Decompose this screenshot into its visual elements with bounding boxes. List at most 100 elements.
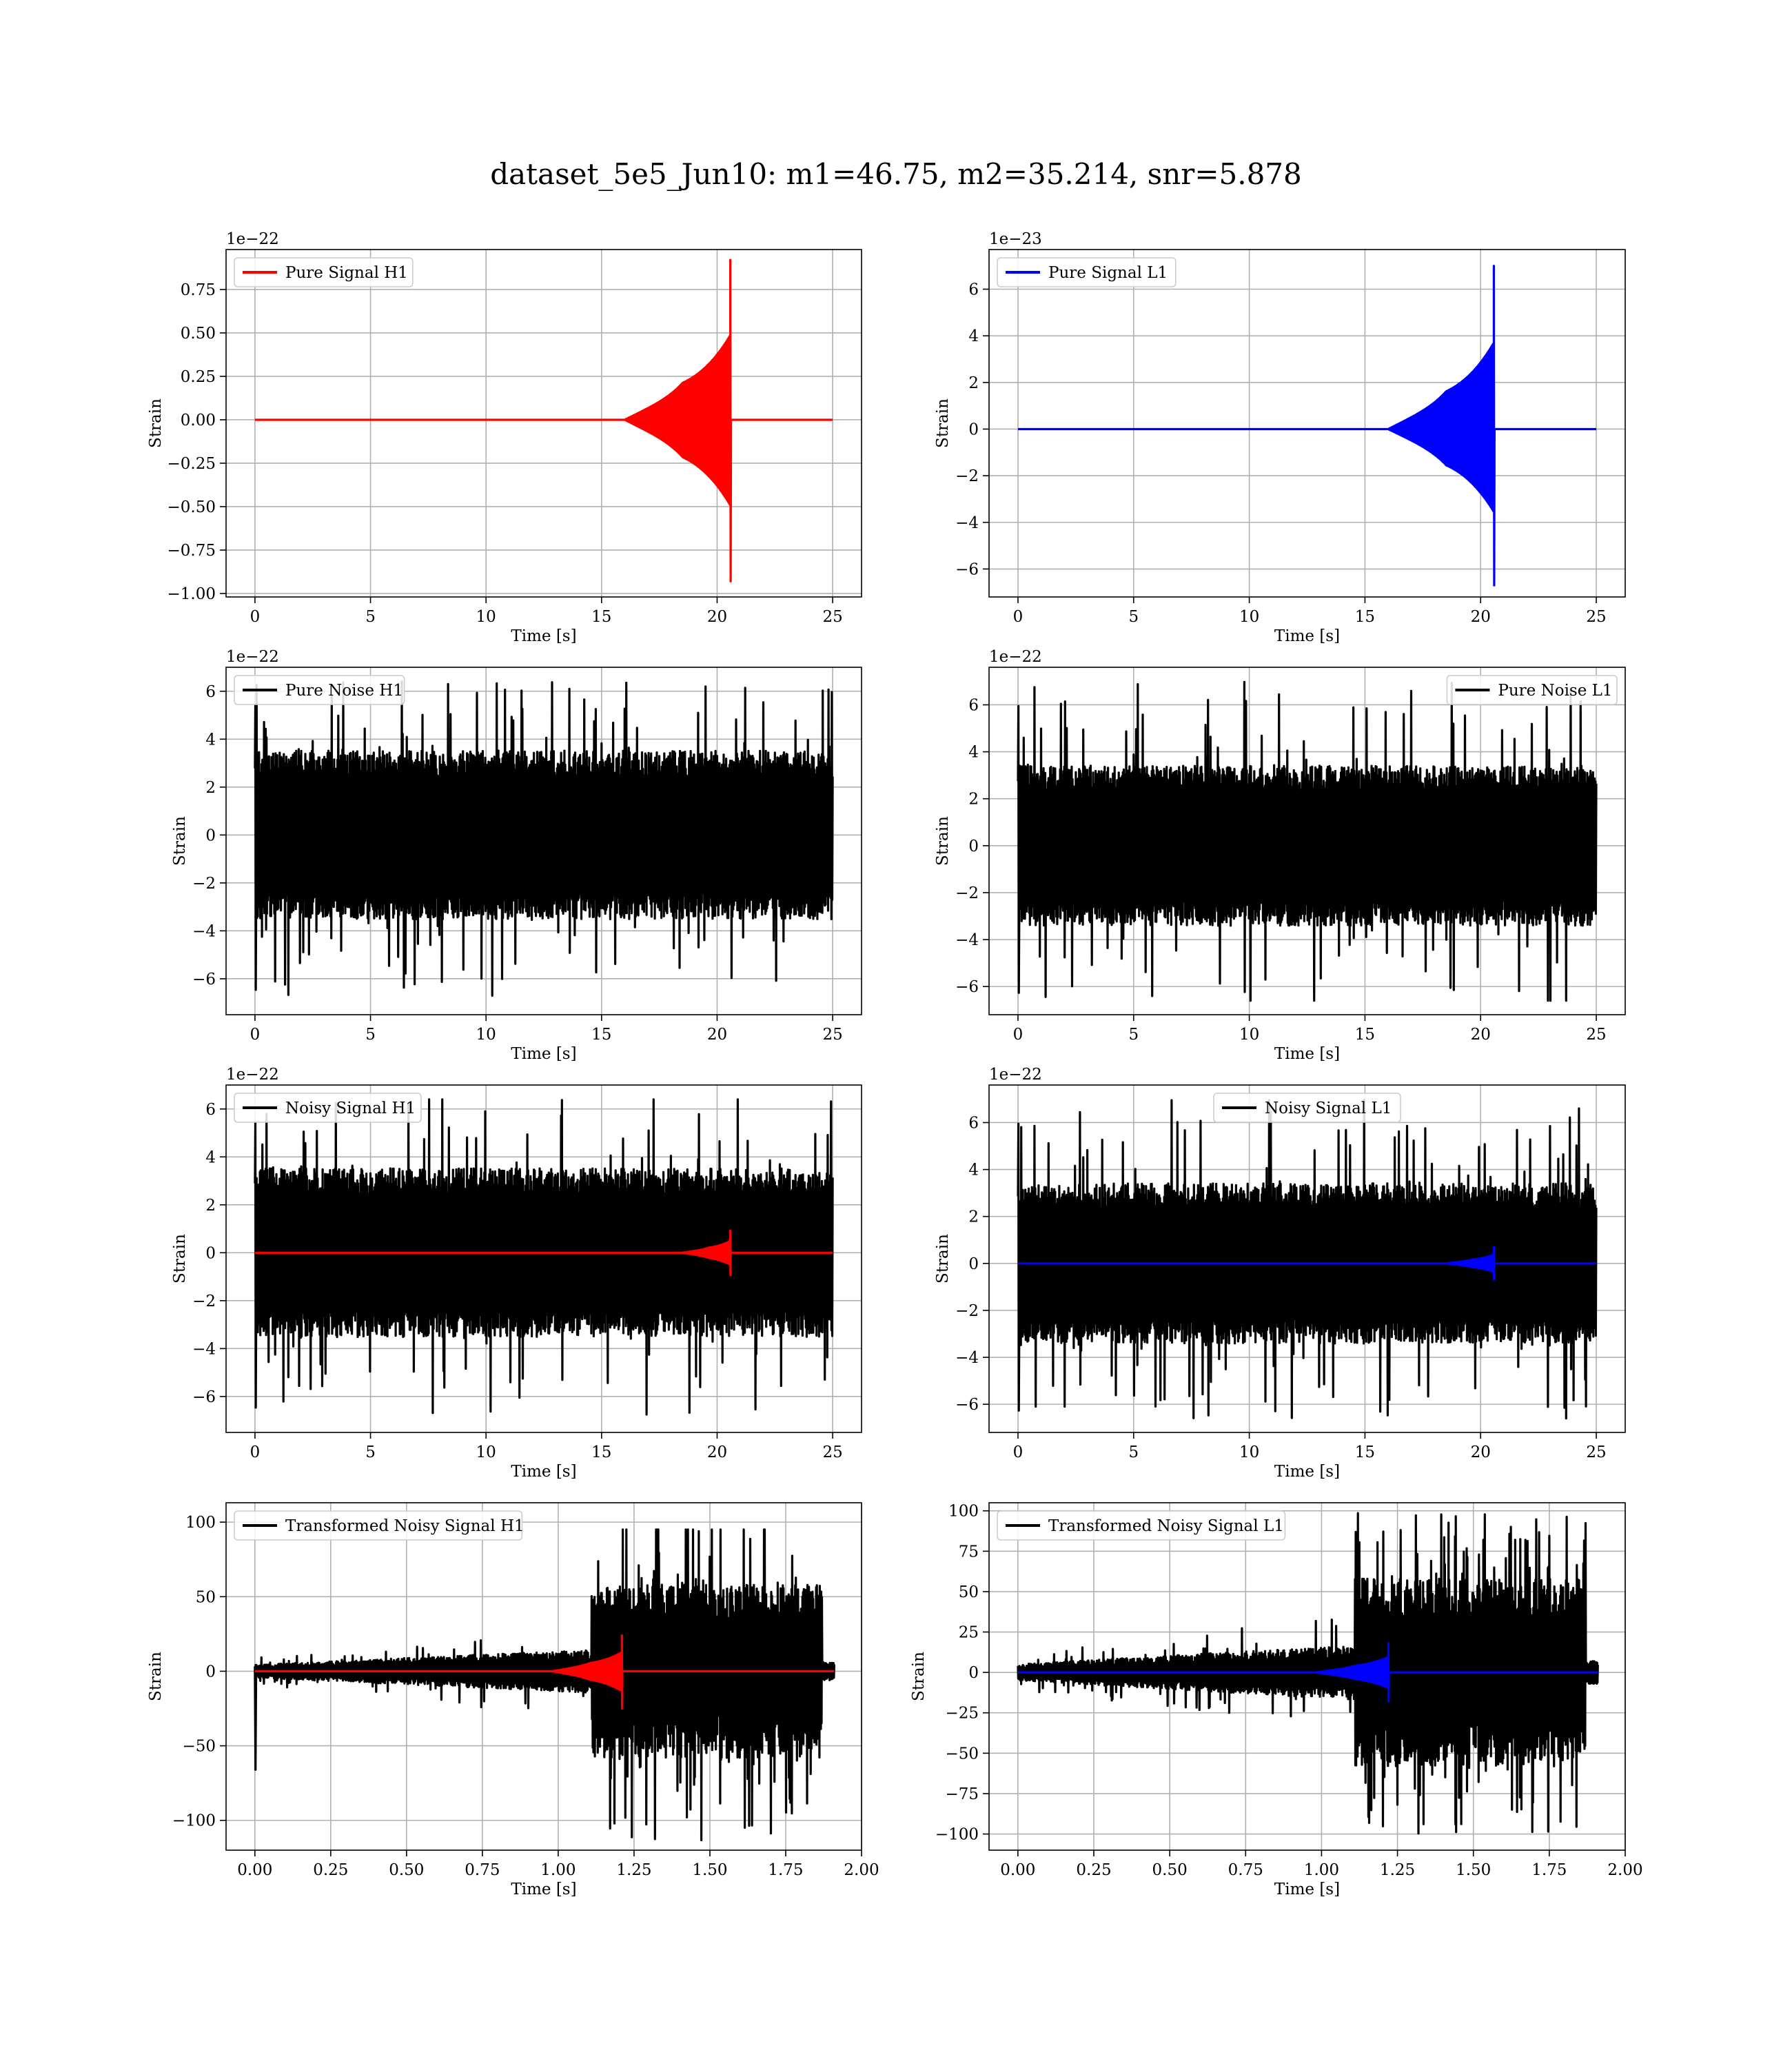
series-line-signal-overlay (254, 1634, 835, 1710)
x-tick-label: 5 (365, 608, 376, 626)
y-tick-label: 0.25 (181, 368, 216, 386)
axes-frame (988, 1502, 1626, 1851)
y-tick-label: 100 (185, 1514, 216, 1532)
y-tick-label: 2 (968, 1208, 979, 1226)
y-offset-text: 1e−22 (226, 648, 279, 666)
chart-panel-noisy-signal-l1: 0 5 10 15 20 25 −6 −4 −2 0 2 4 6 Time [s] Strain 1e−22 N… (934, 1066, 1626, 1481)
x-tick-label: 0.75 (1228, 1861, 1263, 1879)
x-tick-label: 5 (365, 1026, 376, 1044)
y-offset-text: 1e−22 (226, 230, 279, 248)
legend-label: Pure Noise L1 (1498, 682, 1612, 700)
x-tick-label: 15 (591, 608, 611, 626)
legend-box (1213, 1093, 1401, 1123)
y-tick-label: −2 (955, 1302, 979, 1320)
series-line-transformed-noisy-signal-l1 (1017, 1512, 1599, 1835)
chart-panel-pure-signal-l1: 0 5 10 15 20 25 −6 −4 −2 0 2 4 6 Time [s] Strain 1e−23 P… (934, 230, 1626, 645)
x-tick-label: 10 (476, 1443, 496, 1461)
axes-frame (988, 249, 1626, 598)
x-tick-label: 15 (1355, 608, 1375, 626)
series-line-signal-overlay (254, 1229, 833, 1277)
x-tick-label: 0.25 (1076, 1861, 1111, 1879)
x-tick-label: 0.50 (389, 1861, 424, 1879)
series-line-pure-noise-l1 (1017, 680, 1598, 1002)
x-tick-label: 25 (822, 1026, 842, 1044)
legend-label: Transformed Noisy Signal H1 (285, 1517, 525, 1535)
y-tick-label: 0 (968, 838, 979, 855)
y-axis-label: Strain (934, 1234, 952, 1284)
legend-label: Noisy Signal H1 (285, 1099, 416, 1117)
legend: Pure Signal L1 (997, 257, 1177, 287)
chart-panel-pure-noise-l1: 0 5 10 15 20 25 −6 −4 −2 0 2 4 6 Time [s] Strain 1e−22 P… (934, 648, 1626, 1063)
x-tick-label: 0.75 (465, 1861, 500, 1879)
y-offset-text: 1e−22 (226, 1066, 279, 1084)
y-tick-label: −0.50 (167, 498, 216, 516)
axes-frame (225, 1084, 862, 1433)
legend: Pure Noise H1 (234, 675, 405, 705)
y-axis-label: Strain (171, 816, 189, 866)
x-tick-label: 25 (822, 608, 842, 626)
y-tick-label: 6 (205, 1101, 216, 1119)
series-line-noisy-signal-h1 (254, 1098, 834, 1416)
legend-label: Pure Signal L1 (1048, 264, 1168, 282)
series-line-pure-noise-h1 (254, 680, 834, 997)
y-axis-label: Strain (147, 1652, 165, 1701)
y-axis-label: Strain (147, 398, 165, 448)
x-tick-label: 5 (1128, 608, 1139, 626)
legend-box (234, 1510, 523, 1541)
y-tick-label: 6 (968, 696, 979, 714)
y-tick-label: 0 (968, 420, 979, 438)
x-tick-label: 5 (1128, 1443, 1139, 1461)
y-tick-label: 2 (205, 1197, 216, 1215)
y-tick-label: −0.75 (167, 542, 216, 560)
legend-box (997, 1510, 1286, 1541)
x-tick-label: 2.00 (844, 1861, 879, 1879)
series-line-pure-signal-l1 (1018, 265, 1596, 587)
chart-panel-noisy-signal-h1: 0 5 10 15 20 25 −6 −4 −2 0 2 4 6 Time [s] Strain 1e−22 N… (171, 1066, 862, 1481)
series-line-pure-signal-h1 (254, 258, 833, 582)
x-tick-label: 0.00 (237, 1861, 272, 1879)
y-axis-label: Strain (934, 816, 952, 866)
y-tick-label: −4 (955, 1349, 979, 1367)
y-tick-label: −100 (172, 1812, 216, 1830)
y-tick-label: 100 (948, 1503, 979, 1521)
y-tick-label: −50 (182, 1738, 216, 1756)
y-tick-label: −6 (955, 560, 979, 578)
y-axis-label: Strain (171, 1234, 189, 1284)
y-tick-label: −4 (192, 1340, 216, 1358)
y-tick-label: 0 (968, 1664, 979, 1682)
chart-panel-pure-signal-h1: 0 5 10 15 20 25 −1.00 −0.75 −0.50 −0.25 0.00 0.25 0.… (147, 230, 862, 645)
legend-label: Pure Noise H1 (285, 682, 403, 700)
x-axis-label: Time [s] (1274, 1463, 1340, 1481)
y-tick-label: 6 (205, 683, 216, 701)
x-tick-label: 1.25 (1380, 1861, 1415, 1879)
legend: Transformed Noisy Signal L1 (997, 1510, 1286, 1541)
y-offset-text: 1e−23 (989, 230, 1042, 248)
legend: Noisy Signal L1 (1213, 1093, 1401, 1123)
y-axis-label: Strain (934, 398, 952, 448)
y-tick-label: 4 (968, 1162, 979, 1179)
x-tick-label: 25 (1586, 608, 1606, 626)
y-tick-label: 2 (205, 779, 216, 797)
y-tick-label: 4 (205, 731, 216, 749)
legend-label: Pure Signal H1 (285, 264, 408, 282)
x-tick-label: 10 (1239, 1026, 1259, 1044)
axes-frame (225, 667, 862, 1015)
axes-frame (225, 249, 862, 598)
y-tick-label: 2 (968, 374, 979, 392)
x-tick-label: 5 (365, 1443, 376, 1461)
x-tick-label: 25 (1586, 1443, 1606, 1461)
x-tick-label: 20 (707, 1443, 727, 1461)
x-tick-label: 1.50 (1456, 1861, 1491, 1879)
axes-frame (225, 1502, 862, 1851)
x-tick-label: 0 (250, 1443, 261, 1461)
x-tick-label: 10 (476, 1026, 496, 1044)
y-tick-label: −2 (192, 1292, 216, 1310)
legend: Transformed Noisy Signal H1 (234, 1510, 525, 1541)
legend-label: Noisy Signal L1 (1265, 1099, 1392, 1117)
x-tick-label: 0 (250, 608, 261, 626)
x-tick-label: 0 (250, 1026, 261, 1044)
x-tick-label: 25 (1586, 1026, 1606, 1044)
y-tick-label: −6 (192, 1388, 216, 1406)
y-tick-label: −50 (945, 1745, 979, 1763)
x-axis-label: Time [s] (511, 627, 576, 645)
